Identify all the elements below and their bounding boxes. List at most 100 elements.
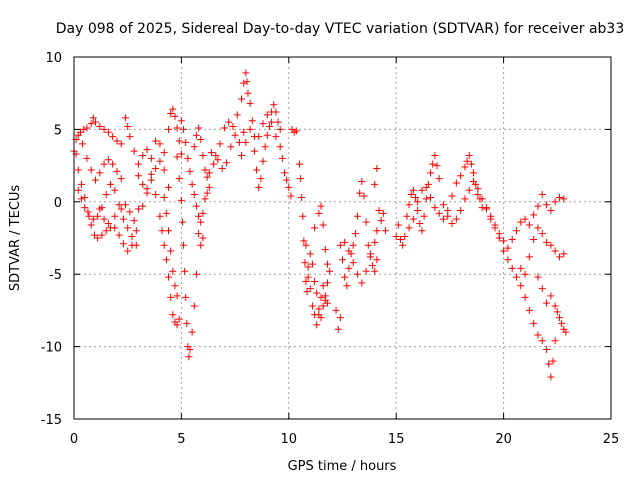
data-point — [517, 218, 525, 226]
data-point — [354, 270, 362, 278]
data-point — [107, 180, 115, 188]
data-point — [465, 186, 473, 194]
data-point — [104, 128, 112, 136]
data-point — [132, 241, 140, 249]
data-point — [323, 299, 331, 307]
data-point — [100, 125, 108, 133]
data-point — [412, 193, 420, 201]
data-point — [197, 218, 205, 226]
data-point — [139, 151, 147, 159]
data-point — [132, 227, 140, 235]
data-point — [173, 292, 181, 300]
data-point — [439, 215, 447, 223]
data-point — [255, 183, 263, 191]
data-point — [547, 373, 555, 381]
data-point — [190, 302, 198, 310]
data-point — [143, 189, 151, 197]
data-point — [422, 195, 430, 203]
data-point — [263, 111, 271, 119]
data-point — [547, 206, 555, 214]
data-point — [265, 123, 273, 131]
data-point — [521, 293, 529, 301]
data-point — [369, 262, 377, 270]
data-point — [102, 191, 110, 199]
data-point — [534, 224, 542, 232]
data-point — [409, 215, 417, 223]
data-point — [474, 185, 482, 193]
data-point — [399, 241, 407, 249]
data-point — [530, 235, 538, 243]
data-point — [334, 325, 342, 333]
data-point — [182, 293, 190, 301]
data-point — [551, 247, 559, 255]
data-point — [96, 169, 104, 177]
data-point — [124, 123, 132, 131]
data-point — [83, 124, 91, 132]
data-point — [134, 172, 142, 180]
data-point — [126, 133, 134, 141]
data-point — [169, 105, 177, 113]
data-point — [96, 123, 104, 131]
x-tick-label: 0 — [70, 432, 78, 447]
data-point — [242, 69, 250, 77]
data-point — [268, 118, 276, 126]
data-point — [87, 166, 95, 174]
x-axis-label: GPS time / hours — [288, 459, 397, 474]
data-point — [263, 131, 271, 139]
data-point — [190, 191, 198, 199]
data-point — [457, 172, 465, 180]
data-point — [119, 240, 127, 248]
data-point — [91, 176, 99, 184]
data-point — [113, 167, 121, 175]
data-point — [313, 321, 321, 329]
data-point — [203, 189, 211, 197]
data-point — [167, 247, 175, 255]
data-point — [248, 117, 256, 125]
data-point — [553, 308, 561, 316]
data-point — [418, 227, 426, 235]
data-point — [223, 159, 231, 167]
x-tick-label: 15 — [388, 432, 405, 447]
data-point — [274, 118, 282, 126]
data-point — [160, 166, 168, 174]
data-point — [240, 128, 248, 136]
data-point — [152, 191, 160, 199]
data-point — [160, 193, 168, 201]
data-point — [225, 118, 233, 126]
data-point — [156, 212, 164, 220]
data-point — [319, 282, 327, 290]
data-point — [192, 270, 200, 278]
data-point — [405, 201, 413, 209]
data-point — [244, 89, 252, 97]
data-point — [130, 147, 138, 155]
data-point — [188, 180, 196, 188]
data-point — [186, 345, 194, 353]
data-point — [341, 273, 349, 281]
data-point — [227, 143, 235, 151]
data-point — [448, 220, 456, 228]
data-point — [117, 205, 125, 213]
data-point — [341, 238, 349, 246]
data-point — [243, 78, 251, 86]
data-point — [173, 321, 181, 329]
data-point — [96, 205, 104, 213]
data-point — [210, 160, 218, 168]
data-point — [160, 149, 168, 157]
data-point — [175, 315, 183, 323]
data-point — [181, 267, 189, 275]
data-point — [246, 99, 254, 107]
data-point — [336, 241, 344, 249]
data-point — [100, 160, 108, 168]
data-point — [467, 160, 475, 168]
data-point — [364, 241, 372, 249]
data-point — [326, 267, 334, 275]
data-point — [171, 112, 179, 120]
data-point — [547, 241, 555, 249]
data-point — [139, 202, 147, 210]
data-point — [508, 235, 516, 243]
data-point — [201, 195, 209, 203]
data-point — [124, 247, 132, 255]
x-tick-label: 10 — [281, 432, 298, 447]
data-points — [70, 69, 570, 381]
